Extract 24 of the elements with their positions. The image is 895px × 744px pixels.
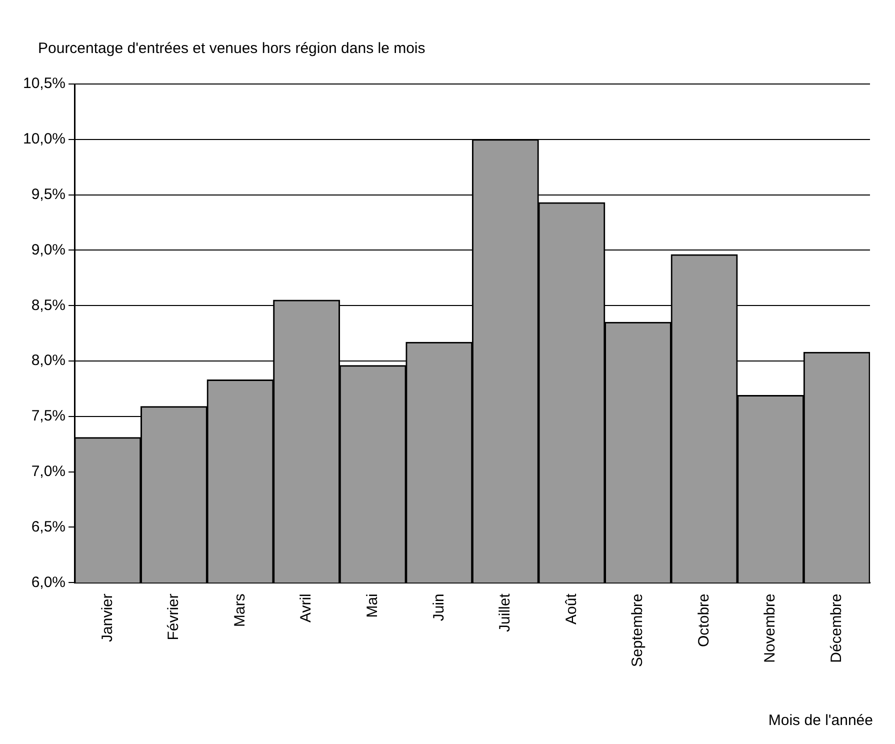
x-tick-label: Août [562, 592, 580, 624]
y-tick-label: 6,5% [31, 518, 66, 536]
x-tick-label: Décembre [828, 594, 845, 663]
y-tick-label: 7,5% [31, 408, 66, 425]
x-tick-label: Septembre [629, 594, 646, 667]
x-tick-label: Juillet [496, 592, 514, 632]
x-tick-label: Février [165, 594, 182, 640]
x-tick-label: Mars [231, 594, 248, 627]
y-tick-label: 8,5% [31, 296, 66, 314]
x-tick-label: Mai [364, 594, 381, 618]
x-tick-label: Avril [298, 594, 315, 623]
y-tick-label: 9,5% [31, 186, 66, 203]
y-tick-label: 10,5% [22, 75, 66, 92]
x-axis-title: Mois de l'année [768, 712, 873, 729]
y-tick-label: 6,0% [31, 574, 66, 591]
y-tick-label: 7,0% [31, 462, 66, 480]
x-tick-label: Juin [430, 594, 448, 622]
y-tick-label: 9,0% [31, 241, 66, 258]
x-tick-label: Octobre [695, 594, 712, 647]
y-tick-label: 8,0% [31, 352, 66, 370]
x-tick-label: Janvier [98, 594, 116, 642]
y-tick-label: 10,0% [22, 130, 66, 148]
x-tick-label: Novembre [762, 594, 779, 663]
chart-title: Pourcentage d'entrées et venues hors région dans le mois [38, 40, 426, 57]
